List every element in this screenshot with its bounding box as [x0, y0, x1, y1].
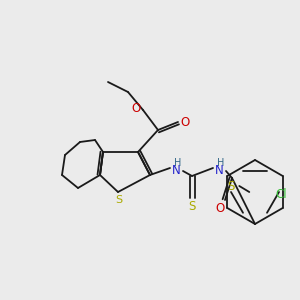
Text: O: O [215, 202, 225, 215]
Text: S: S [116, 195, 123, 205]
Text: O: O [131, 103, 141, 116]
Text: Cl: Cl [275, 188, 286, 200]
Text: S: S [228, 179, 235, 193]
Text: S: S [188, 200, 196, 214]
Text: O: O [180, 116, 190, 128]
Text: N: N [214, 164, 224, 178]
Text: H: H [217, 158, 225, 168]
Text: N: N [172, 164, 180, 178]
Text: H: H [174, 158, 182, 168]
